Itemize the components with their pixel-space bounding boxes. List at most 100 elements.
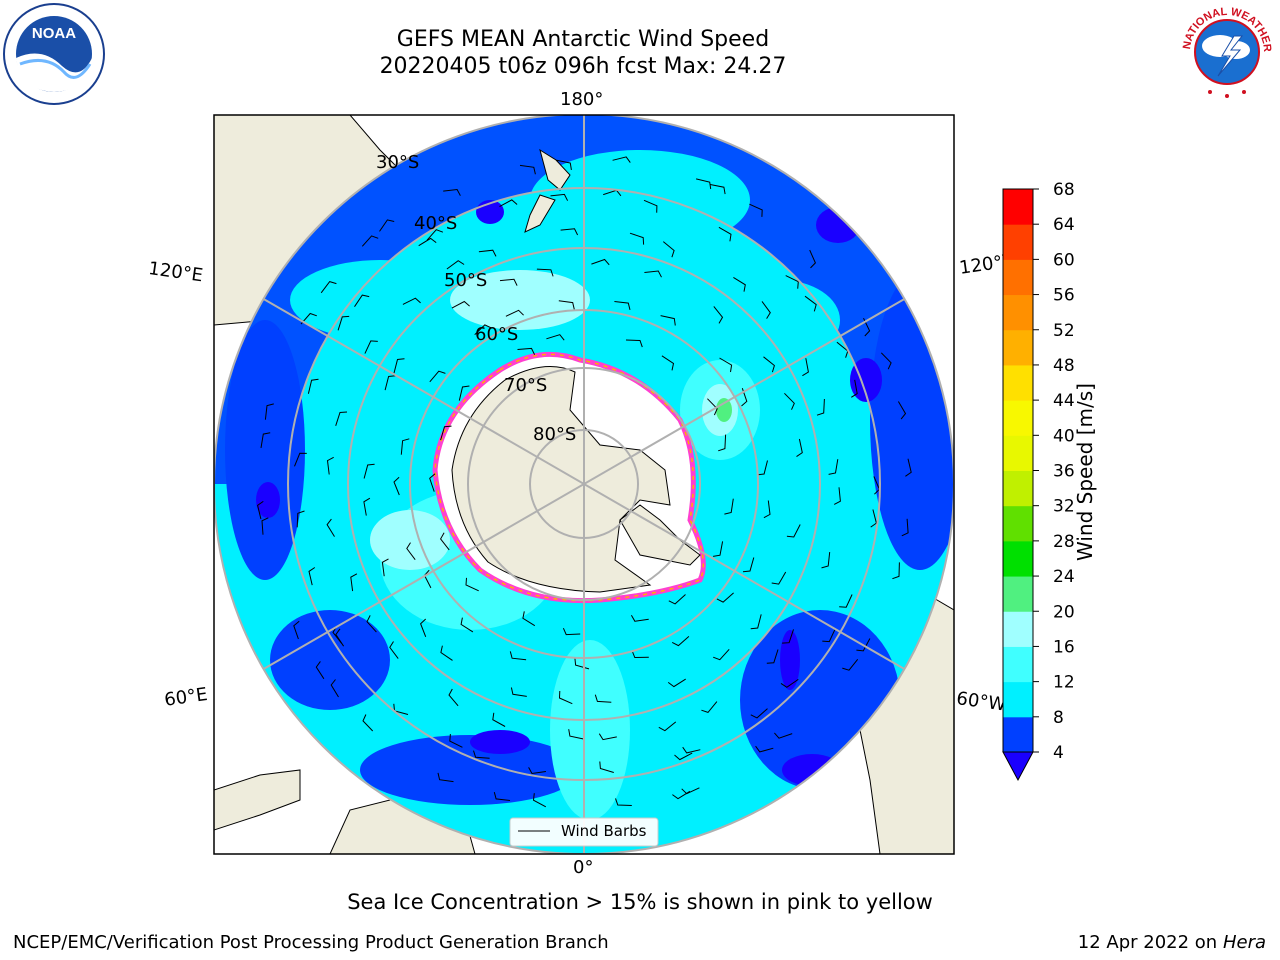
wind-barb <box>629 232 645 245</box>
wind-barb <box>718 226 732 242</box>
wind-barb <box>315 661 325 680</box>
colorbar-tick-label: 68 <box>1053 180 1075 200</box>
wind-barb <box>594 694 612 703</box>
wind-barb <box>478 249 497 257</box>
lat-label: 80°S <box>533 424 577 445</box>
wind-barb <box>672 790 691 800</box>
wind-barb <box>350 573 358 592</box>
lat-label: 70°S <box>504 375 548 396</box>
noaa-logo-text: NOAA <box>32 25 76 42</box>
wind-barb <box>870 509 877 528</box>
chart-title: GEFS MEAN Antarctic Wind Speed <box>396 27 770 52</box>
wind-barb <box>400 438 410 455</box>
wind-barb <box>379 219 395 232</box>
wind-barb <box>354 294 370 307</box>
wind-barb <box>418 237 437 247</box>
colorbar-segment <box>1003 259 1033 296</box>
wind-barb <box>437 772 454 783</box>
colorbar-segment <box>1003 470 1033 507</box>
wind-barb <box>599 761 614 773</box>
wind-barb <box>631 650 649 659</box>
wind-barb <box>701 701 718 713</box>
colorbar-segment <box>1003 646 1033 683</box>
wind-barb <box>802 358 809 377</box>
wind-barbs <box>257 156 912 808</box>
map-frame <box>213 114 955 855</box>
wind-barb <box>449 734 463 748</box>
wind-barb <box>439 532 450 551</box>
colorbar-segment <box>1003 364 1033 401</box>
wind-barb <box>326 518 335 537</box>
wind-barb <box>294 452 307 467</box>
wind-barb <box>839 594 853 608</box>
wind-barb <box>362 714 374 732</box>
colorbar-tick-label: 16 <box>1053 637 1075 657</box>
nws-logo: NATIONAL WEATHER SERVICE <box>1176 2 1274 99</box>
lat-label: 50°S <box>444 270 488 291</box>
footer-machine: Hera <box>1222 932 1266 953</box>
wind-barb <box>667 678 686 688</box>
wind-barb <box>458 385 470 401</box>
colorbar-tick-label: 4 <box>1053 743 1064 763</box>
wind-barb <box>389 641 399 659</box>
graticule <box>214 115 954 854</box>
wind-barb <box>786 524 801 538</box>
wind-barb <box>402 297 421 305</box>
colorbar-segment <box>1003 294 1033 331</box>
wind-barb <box>517 347 536 355</box>
wind-barb <box>897 401 907 420</box>
wind-barb <box>562 627 581 636</box>
wind-barb <box>429 473 436 492</box>
colorbar-tick-label: 64 <box>1053 215 1075 235</box>
wind-barb <box>671 636 690 647</box>
wind-barb <box>532 793 547 808</box>
wind-barb <box>643 199 658 213</box>
wind-barb <box>509 651 527 661</box>
wind-barb <box>568 729 584 740</box>
wind-barb <box>393 476 400 496</box>
new-zealand-land <box>524 148 571 233</box>
wind-barbs-legend <box>509 817 659 847</box>
wind-barb <box>658 721 677 732</box>
wind-barb <box>614 301 631 311</box>
wind-barb <box>661 355 675 371</box>
sea-ice-caption: Sea Ice Concentration > 15% is shown in … <box>347 890 933 914</box>
wind-barb <box>713 306 724 324</box>
wind-barb <box>630 614 649 622</box>
footer-date-text: 12 Apr 2022 on <box>1077 932 1223 953</box>
wind-barb <box>558 300 575 310</box>
wind-barb <box>713 648 730 661</box>
legend-label: Wind Barbs <box>561 822 647 840</box>
wind-barb <box>440 645 453 661</box>
wind-barb <box>510 687 527 697</box>
wind-barb <box>682 746 701 754</box>
colorbar-segment <box>1003 505 1033 542</box>
wind-barb <box>560 228 579 236</box>
wind-barb <box>763 356 775 373</box>
wind-barb <box>384 375 396 391</box>
wind-barb <box>473 750 490 759</box>
wind-barb <box>856 638 871 652</box>
wind-barb <box>558 690 573 705</box>
wind-barb <box>257 500 264 520</box>
wind-barb <box>625 339 643 348</box>
lon-label-0: 0° <box>573 857 594 878</box>
wind-barb <box>307 378 319 394</box>
wind-barb <box>710 184 726 195</box>
colorbar-tick-label: 48 <box>1053 356 1075 376</box>
wind-barb <box>499 199 518 208</box>
wind-barb <box>713 541 724 557</box>
footer-branch: NCEP/EMC/Verification Post Processing Pr… <box>13 932 609 953</box>
wind-barb <box>420 618 427 637</box>
wind-barb <box>381 558 389 577</box>
wind-barb <box>528 767 546 775</box>
wind-barb <box>707 398 718 416</box>
wind-barb <box>505 309 524 317</box>
wind-barb <box>755 745 774 753</box>
lat-label: 40°S <box>414 213 458 234</box>
wind-barb <box>763 500 771 519</box>
wind-barb <box>550 193 569 201</box>
wind-barb <box>598 733 617 741</box>
wind-barb <box>363 463 375 479</box>
